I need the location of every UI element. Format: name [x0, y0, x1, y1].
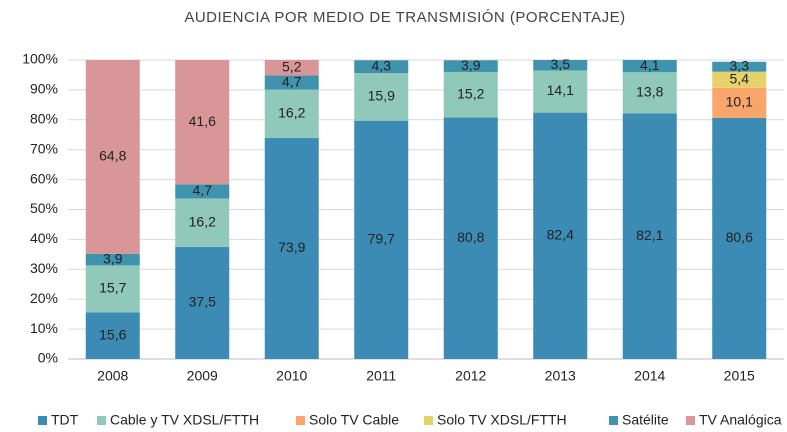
x-tick-label: 2015 [724, 368, 755, 384]
legend-label: TV Analógica [699, 412, 782, 428]
bar-segment [622, 72, 677, 114]
y-tick-label: 70% [30, 140, 58, 156]
bar-segment [712, 71, 767, 88]
y-tick-label: 100% [22, 51, 58, 67]
bar-segment [175, 246, 230, 359]
bar-segment [85, 253, 140, 266]
x-tick-label: 2013 [545, 368, 576, 384]
legend-swatch [97, 416, 106, 425]
data-label: 79,7 [368, 231, 395, 247]
legend-swatch [609, 416, 618, 425]
x-tick-label: 2011 [366, 368, 396, 384]
bar-segment [712, 87, 767, 119]
bar-segment [533, 70, 588, 113]
data-label: 3,5 [551, 56, 571, 72]
x-tick-label: 2009 [187, 368, 218, 384]
bar-segment [85, 265, 140, 313]
data-label: 5,4 [730, 70, 750, 86]
bar-segment [175, 198, 230, 247]
data-label: 41,6 [189, 113, 216, 129]
data-label: 4,3 [372, 57, 392, 73]
bar-segment [443, 117, 498, 360]
data-label: 64,8 [99, 148, 126, 164]
bar-segment [264, 89, 319, 139]
chart-title: AUDIENCIA POR MEDIO DE TRANSMISIÓN (PORC… [184, 9, 625, 26]
data-label: 16,2 [189, 213, 216, 229]
bar-segment [712, 118, 767, 359]
data-label: 37,5 [189, 294, 216, 310]
bar-segment [85, 312, 140, 359]
data-label: 5,2 [282, 58, 302, 74]
y-tick-label: 20% [30, 290, 58, 306]
legend-swatch [424, 416, 433, 425]
y-tick-label: 80% [30, 111, 58, 127]
bar-segment [264, 138, 319, 359]
data-label: 80,6 [726, 229, 753, 245]
data-label: 73,9 [278, 239, 305, 255]
y-tick-label: 30% [30, 260, 58, 276]
bar-segment [175, 184, 230, 199]
bar-segment [85, 60, 140, 254]
legend-swatch [686, 416, 695, 425]
y-tick-label: 60% [30, 170, 58, 186]
data-label: 3,3 [730, 57, 750, 73]
y-tick-label: 90% [30, 81, 58, 97]
data-label: 15,9 [368, 88, 395, 104]
legend-label: Solo TV Cable [309, 412, 399, 428]
legend-swatch [38, 416, 47, 425]
bar-segment [264, 60, 319, 76]
legend-label: Satélite [622, 412, 669, 428]
x-tick-label: 2012 [455, 368, 486, 384]
y-tick-label: 50% [30, 200, 58, 216]
x-tick-label: 2008 [97, 368, 128, 384]
x-tick-label: 2010 [276, 368, 307, 384]
data-label: 3,9 [103, 250, 123, 266]
bar-segment [354, 73, 409, 121]
data-label: 13,8 [636, 84, 663, 100]
bar-segment [622, 60, 677, 73]
data-label: 15,2 [457, 85, 484, 101]
bar-segment [354, 60, 409, 74]
bar-segment [533, 112, 588, 360]
data-label: 82,4 [547, 227, 574, 243]
y-tick-label: 40% [30, 230, 58, 246]
data-label: 15,7 [99, 280, 126, 296]
legend-label: Cable y TV XDSL/FTTH [110, 412, 259, 428]
bar-segment [622, 113, 677, 360]
legend-swatch [296, 416, 305, 425]
bar-segment [443, 60, 498, 72]
data-label: 16,2 [278, 105, 305, 121]
bar-segment [443, 71, 498, 118]
bar-segment [533, 60, 588, 71]
legend-label: Solo TV XDSL/FTTH [437, 412, 567, 428]
legend-label: TDT [51, 412, 79, 428]
data-label: 4,7 [282, 73, 302, 89]
data-label: 14,1 [547, 82, 574, 98]
y-tick-label: 10% [30, 320, 58, 336]
y-tick-label: 0% [38, 350, 58, 366]
bar-segment [354, 120, 409, 360]
x-tick-label: 2014 [634, 368, 665, 384]
data-label: 3,9 [461, 57, 481, 73]
bar-segment [264, 75, 319, 90]
data-label: 80,8 [457, 229, 484, 245]
data-label: 4,1 [640, 57, 660, 73]
data-label: 4,7 [193, 182, 213, 198]
bar-segment [712, 61, 767, 72]
data-label: 15,6 [99, 326, 126, 342]
data-label: 10,1 [726, 94, 753, 110]
bar-segment [175, 60, 230, 185]
data-label: 82,1 [636, 227, 663, 243]
